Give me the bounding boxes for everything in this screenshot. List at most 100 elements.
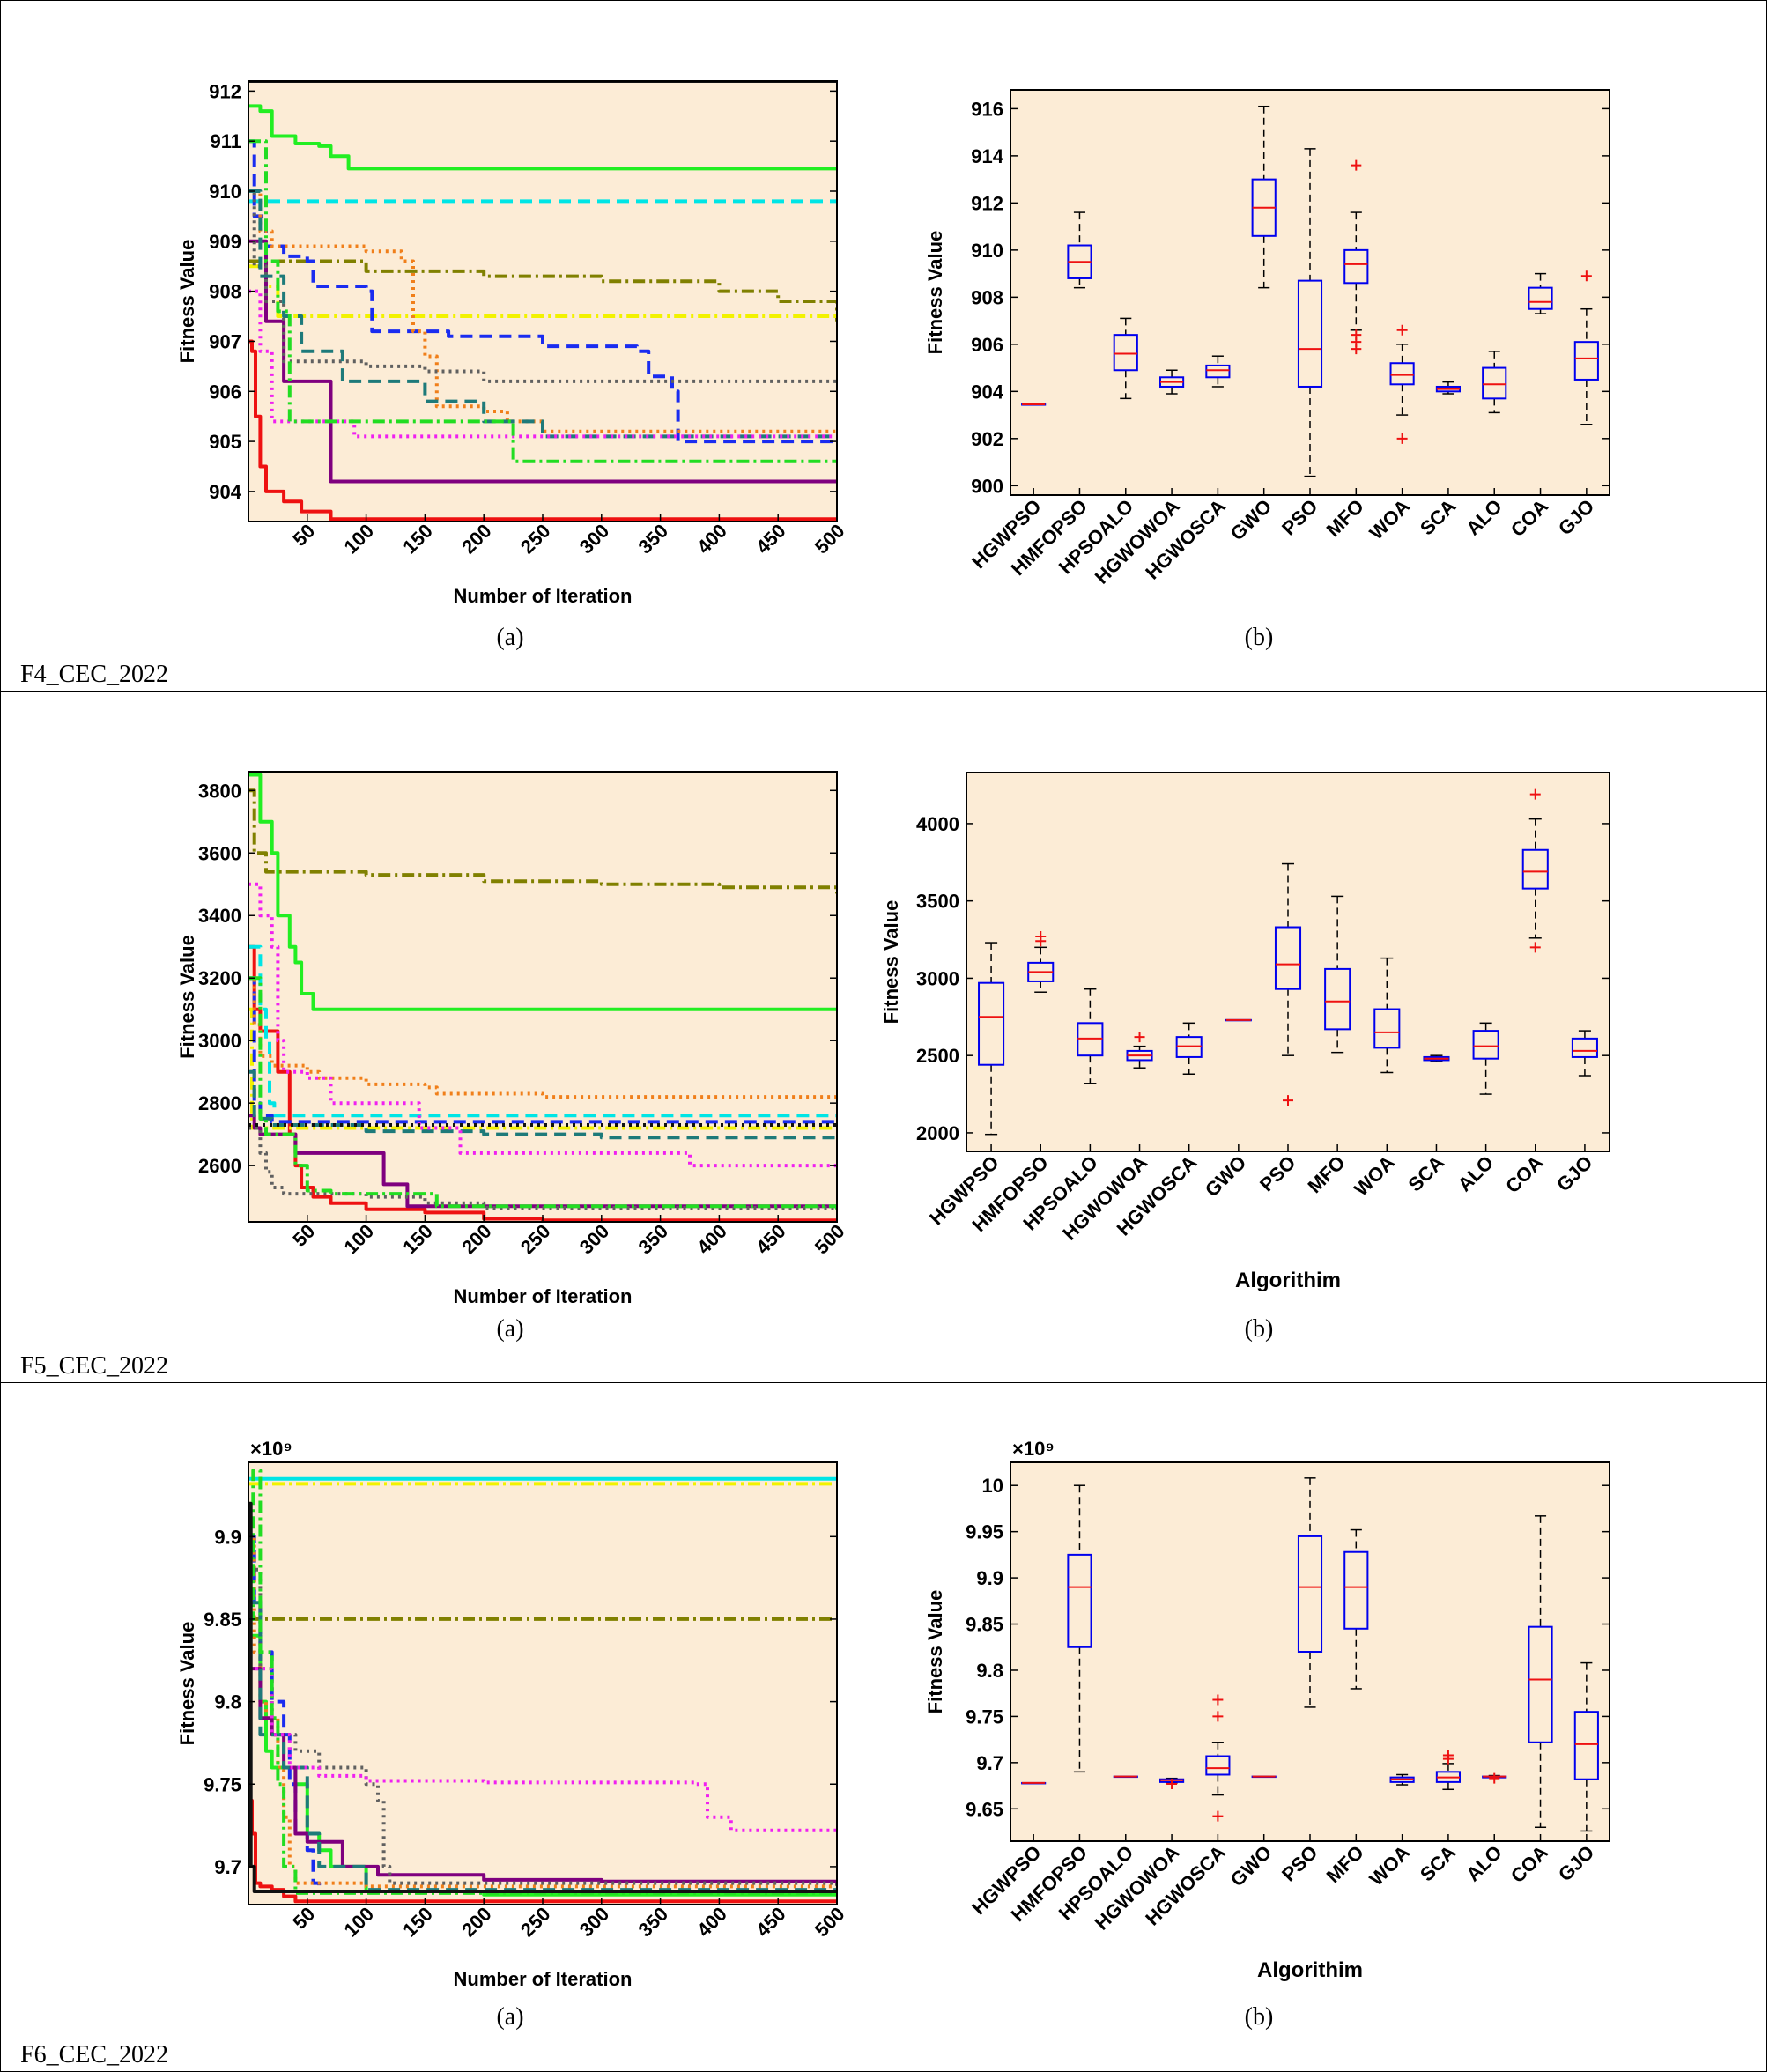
subfigure-label-a: (a) bbox=[496, 2003, 524, 2031]
y-tick-label: 9.8 bbox=[214, 1691, 241, 1713]
y-tick-label: 902 bbox=[971, 428, 1003, 450]
y-tick-label: 2000 bbox=[916, 1122, 959, 1144]
box-gwo bbox=[1225, 1018, 1252, 1022]
box-hgwowoa bbox=[1159, 369, 1185, 395]
y-tick-label: 900 bbox=[971, 475, 1003, 497]
y-tick-label: 3000 bbox=[198, 1030, 241, 1052]
box-gwo bbox=[1251, 105, 1277, 289]
y-exponent-label: ×10⁹ bbox=[250, 1438, 292, 1460]
y-axis-label: Fitness Value bbox=[176, 1622, 198, 1746]
x-category-label: PSO bbox=[1255, 1151, 1300, 1196]
box-iqr bbox=[1297, 1535, 1323, 1654]
box-iqr bbox=[1528, 286, 1553, 310]
y-exponent-label: ×10⁹ bbox=[1012, 1438, 1055, 1460]
f4a-background bbox=[248, 81, 837, 522]
y-tick-label: 914 bbox=[971, 145, 1003, 167]
y-tick-label: 3200 bbox=[198, 967, 241, 989]
box-iqr bbox=[1528, 1625, 1553, 1743]
box-iqr bbox=[1472, 1030, 1499, 1060]
f6b-frame bbox=[1010, 1462, 1610, 1842]
box-outlier bbox=[1580, 270, 1592, 282]
box-outlier bbox=[1283, 1095, 1293, 1106]
box-alo bbox=[1482, 1772, 1507, 1784]
y-tick-label: 904 bbox=[971, 381, 1003, 403]
x-tick-label: 300 bbox=[575, 1903, 614, 1942]
x-category-label: ALO bbox=[1454, 1151, 1499, 1196]
y-tick-label: 3000 bbox=[916, 967, 959, 989]
box-outlier bbox=[1212, 1810, 1224, 1822]
box-gjo bbox=[1573, 1661, 1599, 1832]
box-hmfopso bbox=[1067, 211, 1092, 289]
y-tick-label: 10 bbox=[982, 1475, 1003, 1497]
box-alo bbox=[1472, 1022, 1499, 1095]
series-line-pso bbox=[248, 189, 837, 433]
x-axis-label: Algorithim bbox=[1235, 1269, 1341, 1292]
y-tick-label: 9.7 bbox=[214, 1856, 241, 1878]
series-line-gwo bbox=[248, 139, 837, 444]
x-category-label: WOA bbox=[1350, 1151, 1399, 1201]
box-outlier bbox=[1212, 1711, 1224, 1722]
row-label: F5_CEC_2022 bbox=[20, 1352, 169, 1380]
series-line-hgwowoa bbox=[248, 788, 837, 894]
box-iqr bbox=[1373, 1008, 1401, 1049]
x-tick-label: 450 bbox=[751, 1220, 790, 1259]
box-iqr bbox=[1343, 248, 1369, 285]
y-tick-label: 9.95 bbox=[966, 1521, 1003, 1543]
series-line-mfo bbox=[248, 1667, 837, 1883]
box-outlier bbox=[1134, 1032, 1145, 1043]
x-category-label: SCA bbox=[1403, 1151, 1448, 1196]
y-tick-label: 9.75 bbox=[966, 1706, 1003, 1728]
x-category-label: GJO bbox=[1554, 1841, 1599, 1886]
box-hpsoalo bbox=[1077, 988, 1104, 1084]
f6a-background bbox=[248, 1462, 837, 1905]
box-woa bbox=[1373, 957, 1401, 1074]
x-axis-label: Algorithim bbox=[1257, 1958, 1363, 1982]
x-tick-label: 50 bbox=[288, 520, 319, 551]
f5b-frame bbox=[966, 772, 1610, 1152]
x-tick-label: 400 bbox=[692, 1220, 731, 1259]
box-alo bbox=[1482, 351, 1507, 414]
y-tick-label: 2800 bbox=[198, 1092, 241, 1114]
x-tick-label: 350 bbox=[633, 1220, 672, 1259]
x-category-label: GWO bbox=[1226, 1841, 1277, 1891]
x-category-label: GWO bbox=[1226, 495, 1277, 545]
box-outlier bbox=[1529, 942, 1541, 953]
subfigure-label-b: (b) bbox=[1244, 2003, 1274, 2031]
series-line-hgwpso bbox=[248, 339, 837, 522]
x-tick-label: 100 bbox=[339, 520, 378, 559]
x-category-label: SCA bbox=[1416, 495, 1461, 540]
series-line-hmfopso bbox=[248, 104, 837, 171]
y-tick-label: 3600 bbox=[198, 842, 241, 864]
x-tick-label: 500 bbox=[810, 520, 849, 559]
row-label: F4_CEC_2022 bbox=[20, 661, 169, 688]
box-iqr bbox=[1521, 848, 1549, 890]
series-line-coa bbox=[248, 1469, 837, 1895]
x-tick-label: 300 bbox=[575, 520, 614, 559]
box-gwo bbox=[1251, 1775, 1277, 1779]
box-hmfopso bbox=[1027, 931, 1055, 993]
y-tick-label: 9.7 bbox=[976, 1752, 1003, 1774]
y-tick-label: 9.9 bbox=[214, 1526, 241, 1548]
x-tick-label: 250 bbox=[516, 1903, 555, 1942]
subfigure-label-a: (a) bbox=[496, 1315, 524, 1343]
box-woa bbox=[1389, 1773, 1415, 1786]
x-tick-label: 150 bbox=[398, 520, 437, 559]
box-hgwpso bbox=[1021, 1781, 1047, 1785]
box-coa bbox=[1521, 788, 1549, 953]
x-axis-label: Number of Iteration bbox=[454, 585, 633, 607]
x-tick-label: 450 bbox=[751, 1903, 790, 1942]
box-iqr bbox=[1205, 1755, 1231, 1776]
box-hpsoalo bbox=[1113, 1775, 1138, 1779]
box-outlier bbox=[1396, 324, 1408, 336]
y-tick-label: 9.85 bbox=[966, 1614, 1003, 1636]
x-category-label: COA bbox=[1506, 495, 1552, 541]
f4b-frame bbox=[1010, 89, 1610, 496]
f5a-background bbox=[248, 772, 837, 1222]
x-tick-label: 100 bbox=[339, 1220, 378, 1259]
y-tick-label: 908 bbox=[209, 281, 241, 303]
box-outlier bbox=[1529, 788, 1541, 800]
f5a-series-group bbox=[248, 773, 837, 1222]
box-iqr bbox=[1324, 967, 1351, 1031]
y-tick-label: 912 bbox=[971, 192, 1003, 214]
